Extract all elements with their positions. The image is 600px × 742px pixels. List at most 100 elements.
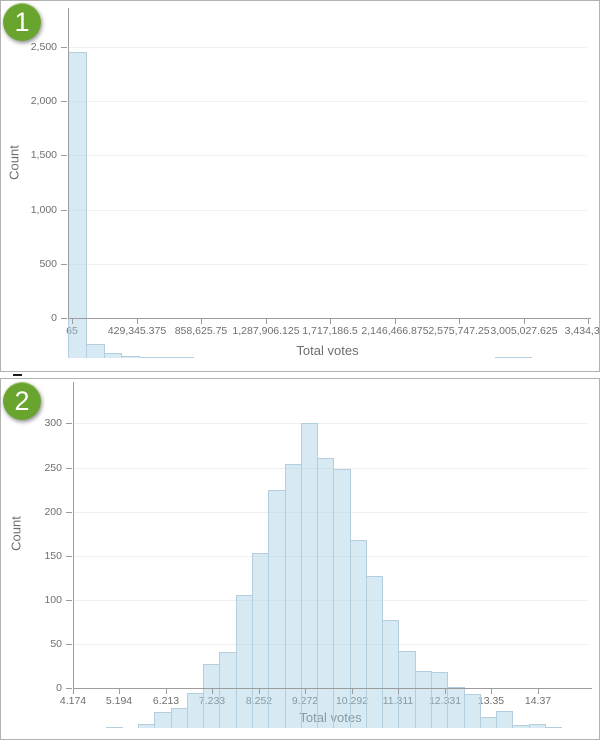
histogram-bar bbox=[139, 357, 158, 358]
histogram-bar bbox=[464, 694, 481, 728]
x-tick-label: 65 bbox=[66, 325, 78, 337]
y-tick-label: 1,000 bbox=[30, 204, 57, 216]
x-tick-label: 5.194 bbox=[105, 695, 133, 707]
histogram-bar bbox=[382, 620, 399, 728]
x-tick bbox=[352, 689, 353, 694]
x-tick bbox=[73, 689, 74, 694]
x-tick-label: 1,717,186.5 bbox=[302, 325, 358, 337]
y-tick-label: 500 bbox=[39, 258, 57, 270]
histogram-bar bbox=[171, 708, 188, 728]
histogram-bar bbox=[154, 712, 172, 728]
x-tick-label: 2,575,747.25 bbox=[428, 325, 490, 337]
histogram-bar bbox=[480, 717, 497, 728]
chart-card-1: 1 Count 0 500 1,000 1,500 2,000 2,500 65 429,34… bbox=[0, 0, 600, 372]
x-tick bbox=[588, 319, 589, 324]
grid-line bbox=[73, 556, 588, 557]
x-tick bbox=[72, 319, 73, 324]
y-tick bbox=[66, 556, 72, 557]
y-tick-label: 2,000 bbox=[30, 95, 57, 107]
x-tick bbox=[491, 689, 492, 694]
grid-line bbox=[68, 101, 587, 102]
x-tick bbox=[212, 689, 213, 694]
grid-line bbox=[68, 264, 587, 265]
histogram-bar bbox=[495, 357, 514, 358]
y-tick bbox=[66, 644, 72, 645]
x-tick bbox=[259, 689, 260, 694]
y-tick bbox=[61, 101, 67, 102]
x-tick-label: 3,005,027.625 bbox=[490, 325, 558, 337]
x-tick bbox=[459, 319, 460, 324]
x-tick bbox=[166, 689, 167, 694]
y-tick bbox=[61, 264, 67, 265]
grid-line bbox=[68, 155, 587, 156]
x-tick bbox=[398, 689, 399, 694]
y-tick-label: 300 bbox=[44, 417, 62, 429]
step-badge-1: 1 bbox=[3, 3, 41, 41]
y-tick-label: 2,500 bbox=[30, 41, 57, 53]
x-tick bbox=[119, 689, 120, 694]
y-tick bbox=[61, 318, 67, 319]
grid-line bbox=[68, 47, 587, 48]
x-tick bbox=[305, 689, 306, 694]
histogram-bar bbox=[219, 652, 237, 728]
grid-line bbox=[68, 210, 587, 211]
histogram-bar bbox=[350, 540, 367, 728]
histogram-bar bbox=[252, 553, 269, 728]
stray-mark bbox=[13, 374, 22, 376]
x-tick bbox=[395, 319, 396, 324]
y-axis-line bbox=[68, 8, 69, 319]
x-tick bbox=[445, 689, 446, 694]
grid-line bbox=[73, 600, 588, 601]
y-tick bbox=[61, 47, 67, 48]
histogram-bar bbox=[86, 344, 105, 358]
histogram-bar bbox=[203, 664, 220, 728]
y-tick bbox=[66, 468, 72, 469]
chart-card-2: 2 Count 0 50 100 150 200 250 300 4.174 5.194 6.21… bbox=[0, 378, 600, 740]
x-tick-label: 14.37 bbox=[524, 695, 552, 707]
x-tick-label: 10.292 bbox=[335, 695, 369, 707]
histogram-bar bbox=[431, 672, 448, 728]
x-axis-line bbox=[73, 688, 592, 689]
grid-line bbox=[73, 468, 588, 469]
histogram-bar bbox=[545, 727, 562, 728]
x-tick-label: 1,287,906.125 bbox=[232, 325, 300, 337]
y-tick-label: 250 bbox=[44, 462, 62, 474]
y-tick bbox=[66, 512, 72, 513]
y-tick-label: 200 bbox=[44, 506, 62, 518]
x-tick-label: 858,625.75 bbox=[174, 325, 228, 337]
y-tick bbox=[61, 155, 67, 156]
x-tick-label: 9.272 bbox=[291, 695, 319, 707]
grid-line bbox=[73, 644, 588, 645]
x-axis-line bbox=[68, 318, 591, 319]
histogram-bar bbox=[68, 52, 87, 358]
grid-line bbox=[73, 512, 588, 513]
x-axis-title-2: Total votes bbox=[299, 710, 362, 725]
x-tick bbox=[201, 319, 202, 324]
y-tick-label: 0 bbox=[56, 682, 62, 694]
histogram-bar bbox=[157, 357, 176, 358]
y-tick-label: 150 bbox=[44, 550, 62, 562]
histogram-bar bbox=[138, 724, 155, 728]
histogram-plot-2: 0 50 100 150 200 250 300 4.174 5.194 6.213 7.233 8.… bbox=[44, 382, 599, 728]
grid-line bbox=[73, 423, 588, 424]
histogram-bar bbox=[398, 651, 416, 728]
x-tick bbox=[266, 319, 267, 324]
histogram-bar bbox=[236, 595, 253, 728]
x-tick-label: 3,434,308 bbox=[564, 325, 600, 337]
x-tick bbox=[137, 319, 138, 324]
y-tick-label: 0 bbox=[51, 312, 57, 324]
x-tick-label: 13.35 bbox=[477, 695, 505, 707]
y-tick bbox=[66, 600, 72, 601]
x-tick-label: 4.174 bbox=[59, 695, 87, 707]
x-tick-label: 429,345.375 bbox=[107, 325, 167, 337]
y-tick bbox=[66, 688, 72, 689]
y-tick bbox=[66, 423, 72, 424]
histogram-bar bbox=[512, 725, 530, 728]
x-tick bbox=[524, 319, 525, 324]
step-badge-2: 2 bbox=[3, 382, 41, 420]
histogram-bar bbox=[187, 693, 204, 728]
y-tick-label: 1,500 bbox=[30, 149, 57, 161]
x-tick-label: 7.233 bbox=[198, 695, 226, 707]
x-axis-title-1: Total votes bbox=[296, 343, 359, 358]
histogram-bar bbox=[104, 353, 122, 358]
